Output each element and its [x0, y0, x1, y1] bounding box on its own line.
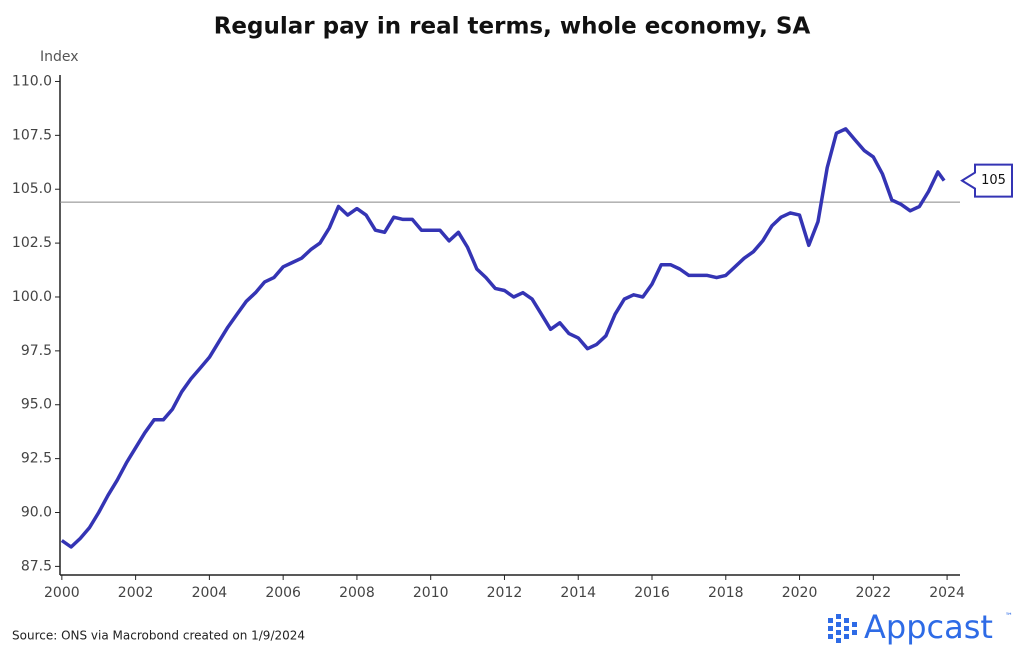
y-tick-label: 92.5	[21, 451, 52, 467]
x-tick-label: 2000	[44, 585, 80, 601]
x-tick-label: 2004	[192, 585, 228, 601]
x-tick-label: 2002	[118, 585, 154, 601]
y-tick-label: 102.5	[12, 235, 52, 251]
chart-title: Regular pay in real terms, whole economy…	[214, 14, 811, 40]
value-label-box	[960, 163, 1013, 198]
brand-logo	[828, 614, 857, 643]
x-tick-label: 2018	[708, 585, 744, 601]
line-series	[60, 127, 946, 549]
x-tick-label: 2024	[929, 585, 965, 601]
y-tick-label: 105.0	[12, 181, 52, 197]
x-tick-label: 2022	[855, 585, 891, 601]
y-tick-label: 87.5	[21, 558, 52, 574]
y-tick-label: 107.5	[12, 127, 52, 143]
x-tick-label: 2012	[487, 585, 523, 601]
y-tick-label: 90.0	[21, 505, 52, 521]
value-label: 105	[981, 173, 1006, 188]
brand-name: Appcast	[864, 608, 993, 646]
x-tick-label: 2006	[265, 585, 301, 601]
x-tick-label: 2016	[634, 585, 670, 601]
x-tick-label: 2020	[782, 585, 818, 601]
y-tick-label: 95.0	[21, 397, 52, 413]
y-tick-label: 110.0	[12, 73, 52, 89]
brand-mark: ™	[1005, 612, 1013, 621]
y-tick-label: 97.5	[21, 343, 52, 359]
source-note: Source: ONS via Macrobond created on 1/9…	[12, 629, 305, 643]
x-tick-label: 2014	[560, 585, 596, 601]
y-axis-label: Index	[40, 49, 79, 65]
x-tick-label: 2010	[413, 585, 449, 601]
y-tick-label: 100.0	[12, 289, 52, 305]
x-tick-label: 2008	[339, 585, 375, 601]
